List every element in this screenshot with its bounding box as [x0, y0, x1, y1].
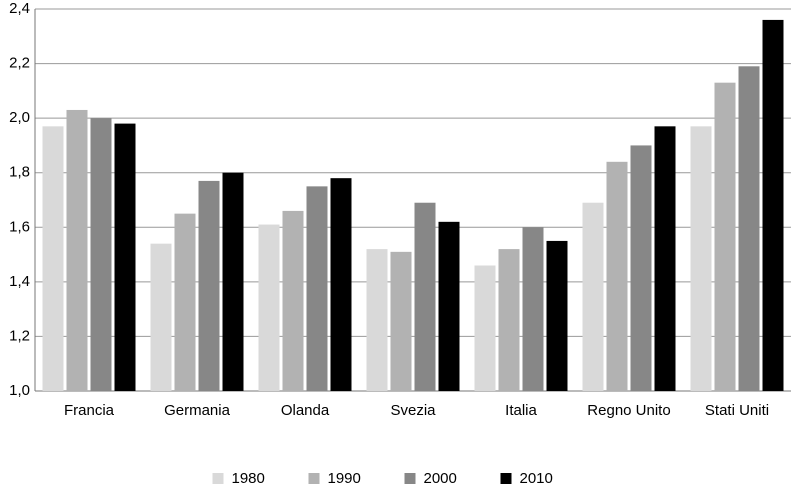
bar	[738, 66, 760, 392]
bar	[474, 265, 496, 391]
bar	[66, 109, 88, 391]
y-tick-label: 2,4	[9, 0, 30, 17]
bar	[174, 213, 196, 391]
bar	[366, 249, 388, 391]
bar	[390, 251, 412, 391]
x-tick-label: Regno Unito	[587, 402, 670, 419]
legend-swatch	[404, 473, 416, 484]
bar	[498, 249, 520, 391]
bar	[630, 145, 652, 391]
bar	[306, 186, 328, 391]
legend-label: 1990	[328, 470, 361, 487]
bar	[714, 82, 736, 392]
x-tick-label: Olanda	[281, 402, 330, 419]
legend-swatch	[308, 473, 320, 484]
y-tick-label: 2,0	[9, 109, 30, 126]
x-tick-label: Svezia	[390, 402, 436, 419]
bar	[150, 243, 172, 391]
x-tick-label: Stati Uniti	[705, 402, 769, 419]
bar	[114, 123, 136, 391]
bar	[42, 126, 64, 391]
bar	[546, 240, 568, 391]
y-tick-label: 1,2	[9, 327, 30, 344]
y-tick-label: 1,0	[9, 382, 30, 399]
bar	[90, 118, 112, 392]
bar	[762, 19, 784, 392]
bar	[414, 202, 436, 391]
y-tick-label: 2,2	[9, 55, 30, 72]
bar	[522, 227, 544, 391]
x-tick-label: Italia	[505, 402, 537, 419]
x-tick-label: Germania	[164, 402, 231, 419]
bar	[606, 161, 628, 391]
legend-label: 2000	[424, 470, 457, 487]
bar	[690, 126, 712, 391]
bar	[222, 172, 244, 391]
bar	[282, 210, 304, 391]
bar	[198, 180, 220, 391]
bar	[582, 202, 604, 391]
y-tick-label: 1,8	[9, 164, 30, 181]
y-tick-label: 1,4	[9, 273, 30, 290]
legend-swatch	[212, 473, 224, 484]
bar	[438, 221, 460, 391]
x-tick-label: Francia	[64, 402, 115, 419]
legend-label: 1980	[232, 470, 265, 487]
legend-swatch	[500, 473, 512, 484]
y-tick-label: 1,6	[9, 218, 30, 235]
bar	[654, 126, 676, 391]
legend-label: 2010	[520, 470, 553, 487]
bar	[330, 178, 352, 391]
bar	[258, 224, 280, 391]
